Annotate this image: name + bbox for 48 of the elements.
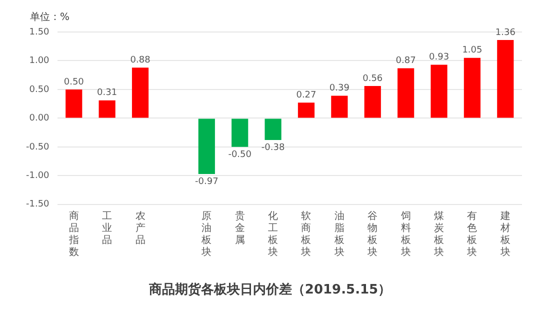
data-label: -0.38 bbox=[261, 142, 285, 153]
y-tick-label: 1.50 bbox=[29, 27, 50, 38]
bar bbox=[198, 118, 215, 174]
data-label: 1.05 bbox=[462, 46, 482, 56]
x-tick-label: 农产品 bbox=[135, 210, 146, 246]
x-tick-label: 建材板块 bbox=[499, 210, 510, 258]
y-axis-title: 单位：% bbox=[30, 10, 70, 24]
data-label: 0.88 bbox=[130, 55, 151, 66]
x-tick-label: 贵金属 bbox=[234, 210, 245, 246]
data-label: 0.27 bbox=[296, 90, 316, 101]
data-label: 0.93 bbox=[428, 52, 450, 63]
data-label: -0.97 bbox=[195, 176, 218, 187]
x-tick-label: 饲料板块 bbox=[400, 210, 411, 258]
x-tick-label: 煤炭板块 bbox=[433, 210, 444, 258]
y-tick-label: 0.50 bbox=[29, 84, 50, 95]
bar bbox=[398, 68, 414, 118]
y-tick-label: -1.50 bbox=[26, 200, 50, 210]
x-tick-label: 有色板块 bbox=[466, 210, 478, 258]
x-tick-label: 原油板块 bbox=[200, 210, 212, 258]
y-tick-label: 0.00 bbox=[29, 114, 50, 124]
y-tick-label: -0.50 bbox=[26, 142, 50, 152]
data-label: 0.56 bbox=[362, 74, 383, 84]
bar bbox=[497, 40, 514, 118]
bar bbox=[66, 89, 82, 118]
bar bbox=[331, 96, 348, 118]
bar bbox=[132, 68, 149, 118]
data-label: 0.31 bbox=[97, 88, 118, 98]
y-tick-label: -1.00 bbox=[26, 171, 50, 182]
text: 商品期货各板块日内价差（2019.5.15） bbox=[148, 282, 392, 298]
bar bbox=[464, 58, 481, 118]
x-tick-label: 商品指数 bbox=[68, 210, 79, 258]
x-tick-label: 化工板块 bbox=[267, 210, 278, 258]
x-tick-label: 谷物板块 bbox=[366, 210, 378, 258]
bar bbox=[98, 100, 116, 118]
data-label: -0.50 bbox=[228, 150, 252, 160]
bar bbox=[232, 118, 248, 147]
bar bbox=[430, 64, 448, 118]
y-tick-label: 1.00 bbox=[29, 56, 50, 66]
bar bbox=[298, 102, 315, 118]
x-tick-label: 工业品 bbox=[102, 210, 112, 246]
data-label: 0.87 bbox=[396, 56, 416, 66]
x-tick-label: 软商板块 bbox=[300, 210, 312, 258]
data-label: 1.36 bbox=[495, 28, 516, 38]
data-label: 0.50 bbox=[64, 77, 84, 88]
data-label: 0.39 bbox=[329, 84, 350, 94]
x-tick-label: 油脂板块 bbox=[333, 210, 344, 258]
bar bbox=[264, 118, 282, 140]
bar bbox=[364, 86, 381, 118]
